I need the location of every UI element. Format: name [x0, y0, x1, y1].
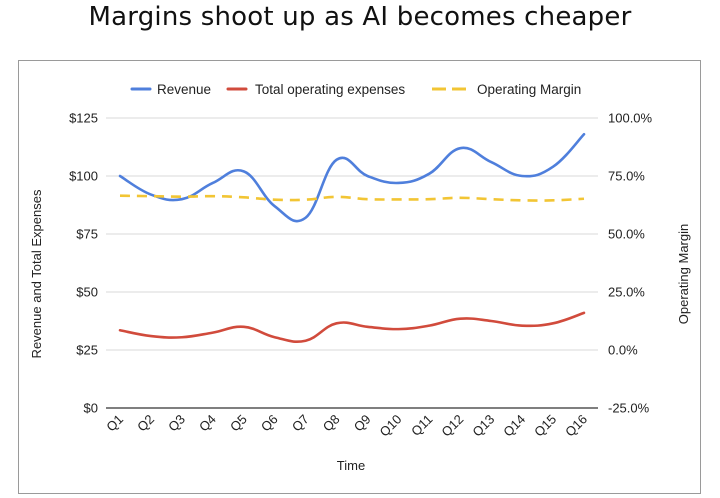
series-line-total-operating-expenses	[118, 311, 586, 344]
series-line-revenue	[118, 132, 586, 223]
y-axis-right-label: Operating Margin	[676, 224, 691, 324]
y-left-tick-label: $25	[76, 343, 98, 358]
series-lines	[118, 132, 586, 344]
y-left-tick-label: $100	[69, 169, 98, 184]
legend-item-operating-margin: Operating Margin	[432, 82, 581, 97]
legend-label: Total operating expenses	[255, 82, 405, 97]
x-axis-label: Time	[337, 458, 365, 473]
x-tick-label: Q14	[500, 412, 528, 440]
x-tick-label: Q4	[196, 412, 219, 435]
chart-frame	[18, 60, 701, 494]
x-tick-label: Q7	[289, 412, 312, 435]
x-tick-label: Q2	[134, 412, 157, 435]
x-tick-label: Q13	[469, 412, 497, 440]
x-tick-label: Q12	[438, 412, 466, 440]
y-left-tick-label: $50	[76, 285, 98, 300]
y-right-tick-label: 75.0%	[608, 169, 645, 184]
x-tick-label: Q9	[351, 412, 374, 435]
x-tick-label: Q6	[258, 412, 281, 435]
legend-item-revenue: Revenue	[130, 82, 211, 97]
x-tick-label: Q8	[320, 412, 343, 435]
x-tick-label: Q15	[531, 412, 559, 440]
x-tick-label: Q5	[227, 412, 250, 435]
x-tick-label: Q1	[103, 412, 126, 435]
legend: Revenue Total operating expenses Operating…	[130, 82, 581, 97]
y-left-tick-label: $0	[84, 401, 98, 416]
y-axis-left-label: Revenue and Total Expenses	[29, 189, 44, 358]
y-right-tick-label: -25.0%	[608, 401, 650, 416]
chart-title: Margins shoot up as AI becomes cheaper	[88, 2, 632, 32]
y-left-tick-label: $125	[69, 111, 98, 126]
x-tick-label: Q3	[165, 412, 188, 435]
legend-item-total-operating-expenses: Total operating expenses	[226, 82, 405, 97]
legend-label: Operating Margin	[477, 82, 581, 97]
y-right-tick-label: 25.0%	[608, 285, 645, 300]
gridlines	[106, 117, 598, 409]
y-right-tick-label: 100.0%	[608, 111, 653, 126]
y-right-tick-label: 50.0%	[608, 227, 645, 242]
y-left-tick-label: $75	[76, 227, 98, 242]
right-axis-ticks: -25.0% 0.0% 25.0% 50.0% 75.0% 100.0%	[608, 111, 653, 416]
x-tick-label: Q10	[377, 412, 405, 440]
x-tick-label: Q11	[408, 412, 435, 439]
x-tick-label: Q16	[562, 412, 590, 440]
series-line-operating-margin	[119, 194, 585, 202]
legend-label: Revenue	[157, 82, 211, 97]
x-axis-ticks: Q1 Q2 Q3 Q4 Q5 Q6 Q7 Q8 Q9 Q10 Q11 Q12 Q13 Q14 Q15 Q16	[103, 412, 590, 440]
y-right-tick-label: 0.0%	[608, 343, 638, 358]
left-axis-ticks: $0 $25 $50 $75 $100 $125	[69, 111, 98, 416]
